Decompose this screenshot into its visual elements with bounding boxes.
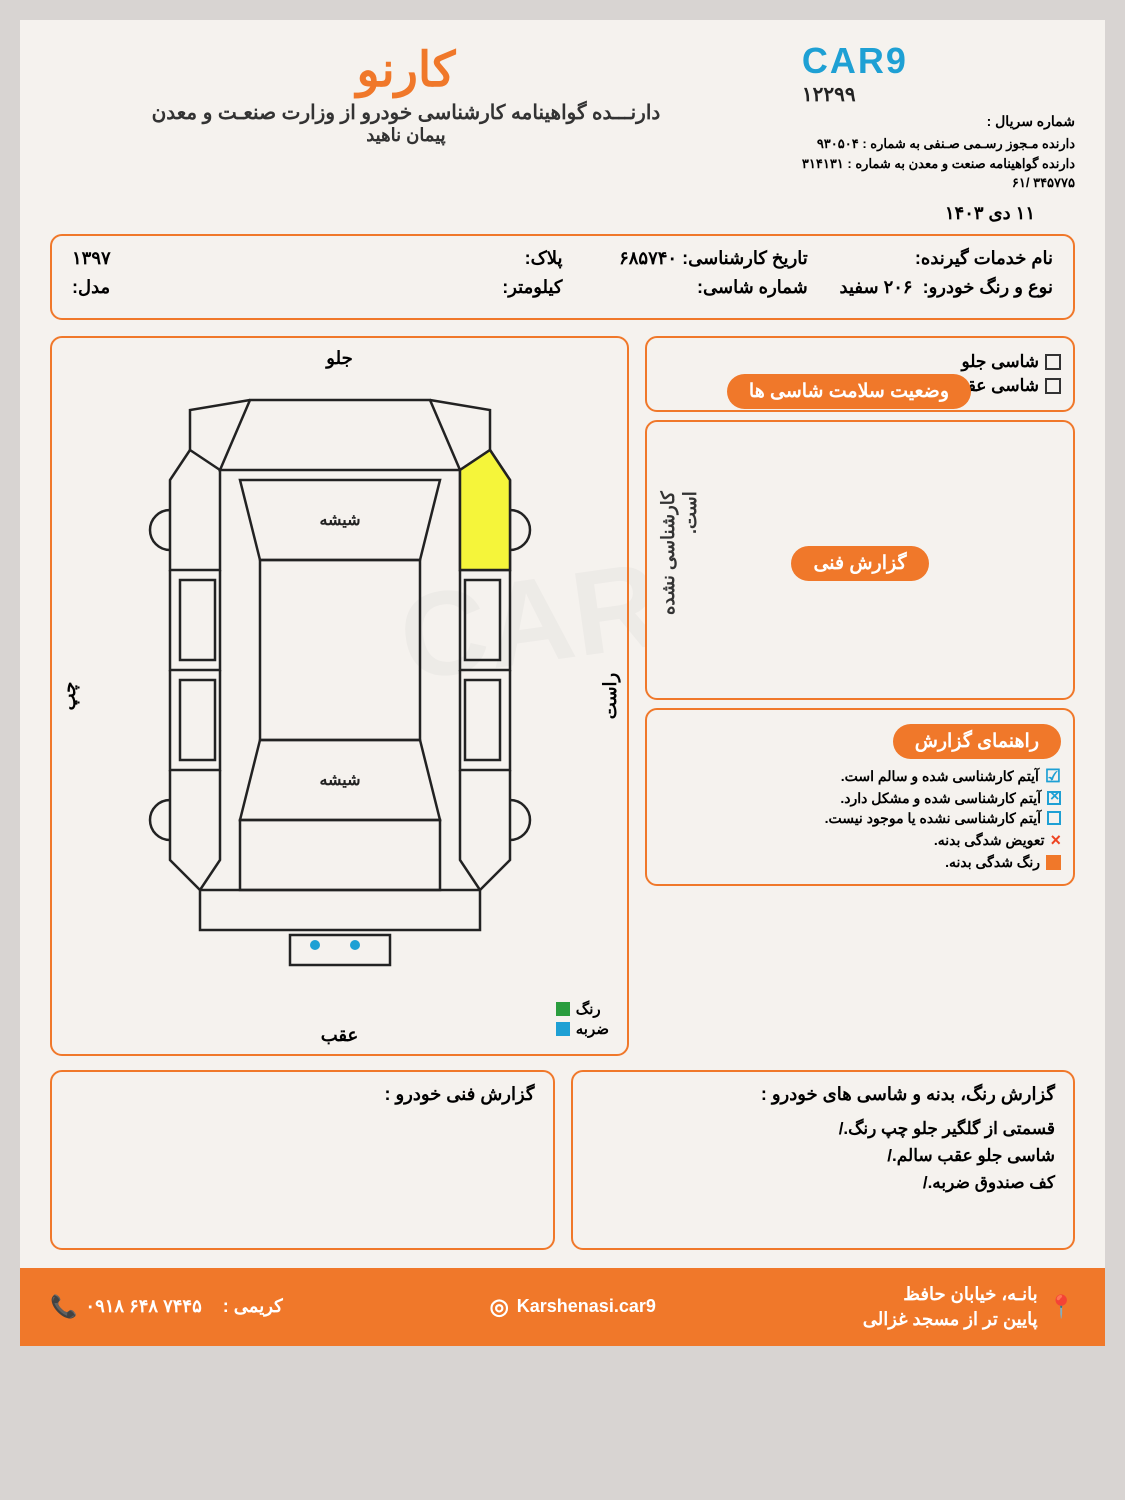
header-right: کارنو دارنـــده گواهینامه کارشناسی خودرو… xyxy=(50,40,802,146)
checkbox-rear-chassis[interactable] xyxy=(1045,378,1061,394)
footer: 📍 بانـه، خیابان حافظ پایین تر از مسجد غز… xyxy=(20,1268,1105,1346)
vehicle-info-box: نام خدمات گیرنده: تاریخ کارشناسی: ۶۸۵۷۴۰… xyxy=(50,234,1075,320)
reports-row: گزارش رنگ، بدنه و شاسی های خودرو : قسمتی… xyxy=(50,1070,1075,1250)
legend-ok: ☑آیتم کارشناسی شده و سالم است. xyxy=(659,766,1061,787)
label-model: مدل: xyxy=(72,277,317,298)
inspection-date: ۱۱ دی ۱۴۰۳ xyxy=(945,203,1035,224)
owner-name: پیمان ناهید xyxy=(50,125,762,146)
label-front: جلو xyxy=(326,348,352,369)
glass-label-rear: شیشه xyxy=(319,772,360,789)
label-chassis-no: شماره شاسی: xyxy=(563,277,808,298)
tech-report-box: گزارش فنی خودرو : xyxy=(50,1070,555,1250)
phone-icon: 📞 xyxy=(50,1294,77,1320)
value-year: ۱۳۹۷ xyxy=(72,248,317,269)
location-icon: 📍 xyxy=(1048,1294,1075,1320)
label-customer: نام خدمات گیرنده: xyxy=(808,248,1053,269)
tech-report-title: گزارش فنی خودرو : xyxy=(70,1084,535,1105)
license-lines: دارنده مـجوز رسـمی صـنفی به شماره : ۹۳۰۵… xyxy=(802,134,1075,193)
diagram-mini-legend: رنگ ضربه xyxy=(556,998,609,1040)
label-km: کیلومتر: xyxy=(317,277,562,298)
hit-dot-2 xyxy=(350,940,360,950)
serial-number: ۱۲۲۹۹ xyxy=(802,82,1075,107)
left-column: جلو عقب راست چپ xyxy=(50,336,629,1056)
body-report-box: گزارش رنگ، بدنه و شاسی های خودرو : قسمتی… xyxy=(571,1070,1076,1250)
legend-box: راهنمای گزارش ☑آیتم کارشناسی شده و سالم … xyxy=(645,708,1075,886)
footer-phone: 📞 ۰۹۱۸ ۶۴۸ ۷۴۴۵ کریمی : xyxy=(50,1294,283,1320)
serial-label: شماره سریال : xyxy=(802,113,1075,130)
footer-instagram: ◎ Karshenasi.car9 xyxy=(490,1294,656,1320)
not-inspected-note: کارشناسی نشده است. xyxy=(657,491,701,629)
license-2: دارنده گواهینامه صنعت و معدن به شماره : … xyxy=(802,154,1075,174)
footer-address: 📍 بانـه، خیابان حافظ پایین تر از مسجد غز… xyxy=(863,1282,1075,1332)
legend-replaced: ×تعویض شدگی بدنه. xyxy=(659,830,1061,851)
inspection-form: CAR9 CAR9 ۱۲۲۹۹ شماره سریال : دارنده مـج… xyxy=(20,20,1105,1346)
brand-fa: کارنو xyxy=(50,42,762,98)
chassis-box: شاسی جلو شاسی عقب وضعیت سلامت شاسی ها xyxy=(645,336,1075,412)
label-plate: پلاک: xyxy=(317,248,562,269)
license-1: دارنده مـجوز رسـمی صـنفی به شماره : ۹۳۰۵… xyxy=(802,134,1075,154)
hit-dot-1 xyxy=(310,940,320,950)
label-insp-date: تاریخ کارشناسی: ۶۸۵۷۴۰ xyxy=(563,248,808,269)
label-left: چپ xyxy=(58,681,80,710)
extra-number: ۳۴۵۷۷۵ /۶۱ xyxy=(802,173,1075,193)
body-report-title: گزارش رنگ، بدنه و شاسی های خودرو : xyxy=(591,1084,1056,1105)
date-row: ۱۱ دی ۱۴۰۳ xyxy=(50,203,1035,224)
legend-painted: رنگ شدگی بدنه. xyxy=(659,854,1061,871)
right-column: شاسی جلو شاسی عقب وضعیت سلامت شاسی ها گز… xyxy=(645,336,1075,1056)
technical-pill: گزارش فنی xyxy=(791,546,928,581)
main-area: شاسی جلو شاسی عقب وضعیت سلامت شاسی ها گز… xyxy=(50,336,1075,1056)
glass-label-front: شیشه xyxy=(319,512,360,529)
header-left: CAR9 ۱۲۲۹۹ شماره سریال : دارنده مـجوز رس… xyxy=(802,40,1075,193)
instagram-icon: ◎ xyxy=(490,1294,509,1320)
legend-issue: آیتم کارشناسی شده و مشکل دارد. xyxy=(659,790,1061,807)
label-type-color: نوع و رنگ خودرو: ۲۰۶ سفید xyxy=(808,277,1053,298)
label-right: راست xyxy=(599,672,621,718)
car-diagram: شیشه شیشه xyxy=(130,380,550,1000)
logo-latin: CAR9 xyxy=(802,40,1075,82)
certificate-line: دارنـــده گواهینامه کارشناسی خودرو از وز… xyxy=(50,100,762,125)
header: CAR9 ۱۲۲۹۹ شماره سریال : دارنده مـجوز رس… xyxy=(50,40,1075,193)
technical-box: گزارش فنی کارشناسی نشده است. xyxy=(645,420,1075,700)
car-diagram-box: جلو عقب راست چپ xyxy=(50,336,629,1056)
checkbox-front-chassis[interactable] xyxy=(1045,354,1061,370)
body-report-body: قسمتی از گلگیر جلو چپ رنگ./ شاسی جلو عقب… xyxy=(591,1115,1056,1197)
label-rear: عقب xyxy=(321,1025,359,1046)
legend-na: آیتم کارشناسی نشده یا موجود نیست. xyxy=(659,810,1061,827)
chassis-pill: وضعیت سلامت شاسی ها xyxy=(727,374,971,409)
legend-pill: راهنمای گزارش xyxy=(893,724,1061,759)
